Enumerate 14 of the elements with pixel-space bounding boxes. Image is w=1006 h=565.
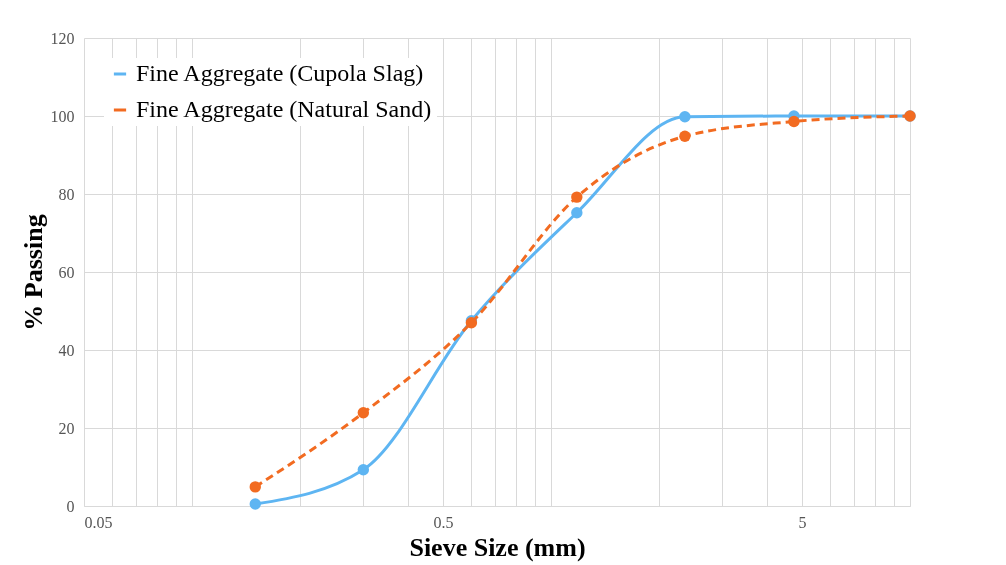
y-tick-label: 40 <box>58 341 75 359</box>
legend-label: Fine Aggregate (Natural Sand) <box>136 96 432 122</box>
y-tick-label: 120 <box>50 29 75 47</box>
x-axis-title: Sieve Size (mm) <box>409 532 586 562</box>
y-tick-label: 80 <box>58 185 75 203</box>
y-tick-label: 100 <box>50 107 75 125</box>
y-tick-label: 60 <box>58 263 75 281</box>
y-tick-label: 20 <box>58 419 75 437</box>
x-tick-label: 0.05 <box>84 513 113 531</box>
y-tick-label: 0 <box>66 497 75 515</box>
x-tick-label: 0.5 <box>433 513 454 531</box>
legend-label: Fine Aggregate (Cupola Slag) <box>136 60 424 86</box>
y-axis-title: % Passing <box>18 214 48 331</box>
x-tick-label: 5 <box>798 513 807 531</box>
